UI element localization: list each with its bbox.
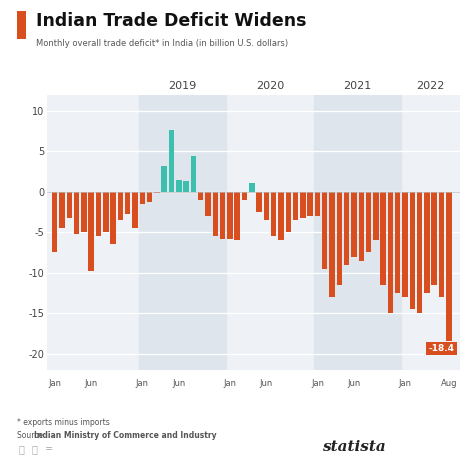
Text: Jan: Jan <box>223 379 237 388</box>
Bar <box>138 95 226 370</box>
Bar <box>271 192 276 237</box>
Bar <box>118 192 123 220</box>
Bar <box>125 192 130 214</box>
Bar <box>293 192 298 220</box>
Bar <box>198 192 203 200</box>
Bar <box>169 129 174 192</box>
Bar <box>176 180 182 192</box>
Bar <box>89 192 94 271</box>
Bar <box>147 192 152 201</box>
Bar <box>424 192 429 293</box>
Bar <box>139 192 145 204</box>
Bar <box>110 192 116 245</box>
Bar <box>381 192 386 285</box>
Text: 2020: 2020 <box>256 81 284 91</box>
Bar <box>256 192 262 212</box>
Text: Jun: Jun <box>172 379 185 388</box>
Bar <box>373 192 379 240</box>
Bar <box>242 192 247 200</box>
Bar <box>132 192 138 228</box>
Bar <box>417 192 422 313</box>
Bar <box>344 192 349 264</box>
Bar <box>322 192 328 269</box>
Text: Indian Trade Deficit Widens: Indian Trade Deficit Widens <box>36 12 306 30</box>
Text: 2021: 2021 <box>344 81 372 91</box>
Bar <box>351 192 356 256</box>
Bar <box>446 192 452 341</box>
Bar <box>329 192 335 297</box>
Bar <box>366 192 371 253</box>
Bar <box>183 181 189 192</box>
Bar <box>103 192 109 232</box>
Text: Ⓘ: Ⓘ <box>32 444 37 454</box>
Text: Jan: Jan <box>311 379 324 388</box>
Bar <box>81 192 87 232</box>
Text: Jun: Jun <box>260 379 273 388</box>
Bar <box>96 192 101 237</box>
Text: * exports minus imports: * exports minus imports <box>17 418 109 427</box>
Text: -18.4: -18.4 <box>428 344 455 353</box>
Text: Jun: Jun <box>347 379 361 388</box>
Text: Aug: Aug <box>440 379 457 388</box>
Bar <box>431 192 437 285</box>
Text: Indian Ministry of Commerce and Industry: Indian Ministry of Commerce and Industry <box>34 431 217 440</box>
Bar <box>52 192 57 253</box>
Bar <box>59 192 65 228</box>
Bar <box>74 192 79 234</box>
Text: Jan: Jan <box>136 379 149 388</box>
Bar <box>278 192 284 240</box>
Bar <box>191 156 196 192</box>
Bar <box>66 192 72 218</box>
Bar <box>337 192 342 285</box>
Bar <box>410 192 415 309</box>
Bar <box>285 192 291 232</box>
Text: Jan: Jan <box>399 379 411 388</box>
Bar <box>162 166 167 192</box>
Text: 2019: 2019 <box>168 81 197 91</box>
Text: statista: statista <box>322 440 386 454</box>
Bar <box>212 192 218 237</box>
Text: Jun: Jun <box>84 379 98 388</box>
Bar <box>235 192 240 240</box>
Bar <box>300 192 306 218</box>
Bar <box>264 192 269 220</box>
Text: 2022: 2022 <box>416 81 445 91</box>
Text: Source:: Source: <box>17 431 47 440</box>
Bar <box>220 192 225 239</box>
Bar <box>402 192 408 297</box>
Bar <box>314 95 401 370</box>
Bar <box>249 183 255 192</box>
Bar <box>205 192 211 216</box>
Bar <box>358 192 364 261</box>
Text: Jan: Jan <box>48 379 61 388</box>
Bar <box>439 192 444 297</box>
Text: Monthly overall trade deficit* in India (in billion U.S. dollars): Monthly overall trade deficit* in India … <box>36 39 288 48</box>
Bar <box>395 192 401 293</box>
Bar <box>154 192 160 193</box>
Bar <box>308 192 313 216</box>
Text: =: = <box>45 444 53 454</box>
Bar <box>315 192 320 216</box>
Bar <box>227 192 233 239</box>
Text: Ⓒ: Ⓒ <box>19 444 25 454</box>
Bar <box>388 192 393 313</box>
